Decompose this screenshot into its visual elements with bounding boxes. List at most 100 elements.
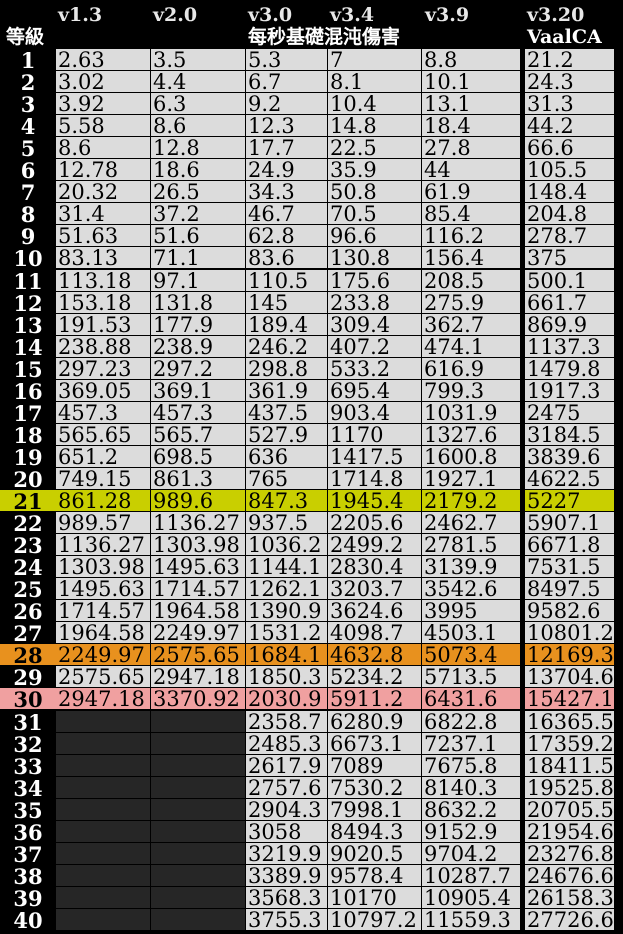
cell-v34: 8.1: [328, 71, 421, 92]
cell-v39: 616.9: [422, 358, 520, 379]
cell-v320: 3839.6: [525, 446, 614, 467]
cell-v320: 24.3: [525, 71, 614, 92]
row-level: 30: [0, 688, 56, 711]
cell-v20: 37.2: [151, 203, 245, 224]
row-level: 37: [13, 842, 43, 867]
cell-v320: 27726.6: [525, 909, 614, 930]
cell-v20: 4.4: [151, 71, 245, 92]
cell-v30: 9.2: [246, 93, 327, 114]
cell-v30: 1036.2: [246, 534, 327, 555]
cell-v20: 2249.97: [151, 622, 245, 643]
header-v20: v2.0: [153, 4, 198, 26]
cell-v320: 7531.5: [525, 556, 614, 577]
row-level: 17: [13, 401, 43, 426]
cell-v13: 2.63: [56, 49, 150, 70]
cell-v20: 1714.57: [151, 578, 245, 599]
cell-v30: 298.8: [246, 358, 327, 379]
cell-v39: 9152.9: [422, 821, 520, 842]
row-level: 22: [13, 511, 43, 536]
row-level: 34: [13, 776, 43, 801]
cell-v20: 297.2: [151, 358, 245, 379]
cell-v20: [151, 821, 245, 842]
cell-v34: 6280.9: [328, 711, 421, 732]
cell-v39: 10287.7: [422, 865, 520, 886]
row-level: 11: [13, 269, 43, 294]
cell-v20: [151, 887, 245, 908]
cell-v13: [56, 821, 150, 842]
cell-v30: 34.3: [246, 181, 327, 202]
cell-v13: [56, 865, 150, 886]
cell-v20: 97.1: [151, 270, 245, 291]
cell-v320: 1917.3: [525, 380, 614, 401]
cell-v13: [56, 887, 150, 908]
cell-v39: 44: [422, 159, 520, 180]
cell-v320: 21954.6: [525, 821, 614, 842]
cell-v30: 246.2: [246, 336, 327, 357]
cell-v320: 13704.6: [525, 666, 614, 687]
header-v39: v3.9: [425, 4, 470, 26]
cell-v320: 869.9: [525, 314, 614, 335]
row-level: 5: [20, 136, 36, 161]
cell-v39: 362.7: [422, 314, 520, 335]
cell-v320: 204.8: [525, 203, 614, 224]
row-level: 10: [13, 246, 43, 271]
row-level: 12: [13, 291, 43, 316]
cell-v20: 861.3: [151, 468, 245, 489]
cell-v30: 17.7: [246, 137, 327, 158]
cell-v320: 8497.5: [525, 578, 614, 599]
cell-v13: 1714.57: [56, 600, 150, 621]
cell-v320: 26158.3: [525, 887, 614, 908]
cell-v20: 565.7: [151, 424, 245, 445]
cell-v34: 50.8: [328, 181, 421, 202]
cell-v30: 1262.1: [246, 578, 327, 599]
cell-v320: 2475: [525, 402, 614, 423]
cell-v34: 14.8: [328, 115, 421, 136]
row-level: 2: [20, 70, 36, 95]
row-level: 31: [13, 710, 43, 735]
cell-v13: 2575.65: [56, 666, 150, 687]
header-subtitle: 每秒基礎混沌傷害: [248, 26, 401, 48]
cell-v13: 457.3: [56, 402, 150, 423]
row-level: 4: [20, 114, 36, 139]
cell-v30: 110.5: [246, 270, 327, 291]
row-level: 13: [13, 313, 43, 338]
cell-v20: [151, 733, 245, 754]
cell-v13: 297.23: [56, 358, 150, 379]
cell-v320: 5907.1: [525, 512, 614, 533]
header-v30: v3.0: [248, 4, 293, 26]
cell-v13: 989.57: [56, 512, 150, 533]
cell-v13: 2249.97: [56, 644, 150, 665]
cell-v13: 5.58: [56, 115, 150, 136]
row-level: 24: [13, 555, 43, 580]
cell-v30: 2757.6: [246, 777, 327, 798]
cell-v34: 6673.1: [328, 733, 421, 754]
cell-v320: 66.6: [525, 137, 614, 158]
cell-v30: 1144.1: [246, 556, 327, 577]
cell-v13: 153.18: [56, 292, 150, 313]
cell-v30: 24.9: [246, 159, 327, 180]
header-level: 等級: [6, 26, 45, 48]
cell-v34: 70.5: [328, 203, 421, 224]
cell-v20: 3370.92: [151, 688, 245, 709]
cell-v13: 20.32: [56, 181, 150, 202]
cell-v20: 369.1: [151, 380, 245, 401]
cell-v30: 2358.7: [246, 711, 327, 732]
cell-v30: 62.8: [246, 225, 327, 246]
cell-v20: 18.6: [151, 159, 245, 180]
row-level: 16: [13, 379, 43, 404]
cell-v39: 156.4: [422, 247, 520, 268]
cell-v34: 4632.8: [328, 644, 421, 665]
cell-v30: 3389.9: [246, 865, 327, 886]
cell-v39: 6822.8: [422, 711, 520, 732]
cell-v13: 651.2: [56, 446, 150, 467]
cell-v320: 4622.5: [525, 468, 614, 489]
cell-v30: 3058: [246, 821, 327, 842]
cell-v30: 2904.3: [246, 799, 327, 820]
cell-v39: 275.9: [422, 292, 520, 313]
row-level: 39: [13, 886, 43, 911]
cell-v34: 7089: [328, 755, 421, 776]
cell-v20: [151, 865, 245, 886]
cell-v39: 7237.1: [422, 733, 520, 754]
row-level: 6: [20, 158, 36, 183]
